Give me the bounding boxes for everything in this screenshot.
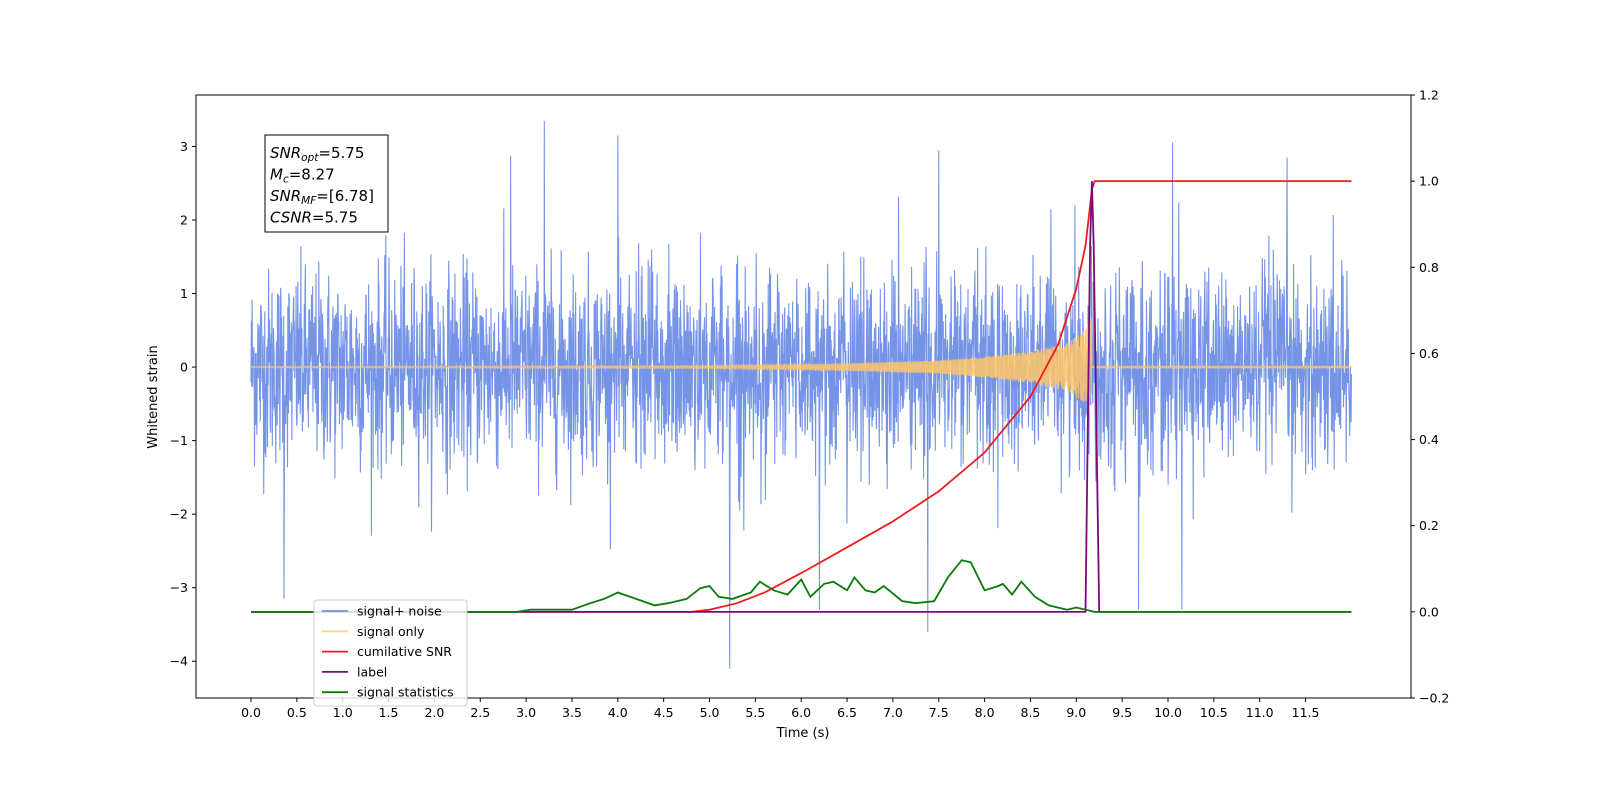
x-tick-label: 2.0 — [424, 705, 444, 720]
x-tick-label: 3.5 — [562, 705, 582, 720]
x-tick-label: 0.5 — [287, 705, 307, 720]
x-tick-label: 0.0 — [241, 705, 261, 720]
x-tick-label: 8.5 — [1021, 705, 1041, 720]
legend-label: signal+ noise — [357, 604, 442, 619]
x-tick-label: 11.5 — [1292, 705, 1320, 720]
x-tick-label: 2.5 — [470, 705, 490, 720]
y-left-tick-label: −1 — [170, 433, 188, 448]
x-tick-label: 3.0 — [516, 705, 536, 720]
y-left-tick-label: 3 — [180, 139, 188, 154]
x-tick-label: 7.0 — [883, 705, 903, 720]
y-right-tick-label: 0.6 — [1419, 346, 1439, 361]
legend-label: cumilative SNR — [357, 644, 452, 659]
plot-frame — [195, 94, 1412, 699]
legend-label: signal statistics — [357, 685, 454, 700]
annotation-line: CSNR=5.75 — [270, 209, 358, 227]
x-tick-label: 9.0 — [1066, 705, 1086, 720]
legend: signal+ noise signal only cumilative SNR la… — [313, 599, 468, 707]
y-right-tick-label: 0.0 — [1419, 604, 1439, 619]
x-tick-label: 8.0 — [975, 705, 995, 720]
x-tick-label: 10.5 — [1200, 705, 1228, 720]
x-tick-label: 4.5 — [654, 705, 674, 720]
x-tick-label: 6.0 — [791, 705, 811, 720]
y-axis-right: 1.2 1.0 0.8 0.6 0.4 0.2 0.0 −0.2 — [1411, 88, 1449, 706]
y-left-tick-label: 0 — [180, 360, 188, 375]
x-tick-label: 6.5 — [837, 705, 857, 720]
y-right-tick-label: 0.8 — [1419, 260, 1439, 275]
legend-label: label — [357, 664, 387, 679]
x-axis-label: Time (s) — [776, 726, 830, 741]
y-right-tick-label: 1.0 — [1419, 174, 1439, 189]
legend-label: signal only — [357, 624, 425, 639]
x-tick-label: 5.5 — [745, 705, 765, 720]
annotation-line: SNRopt=5.75 — [270, 144, 364, 164]
annotation-box-frame — [264, 134, 389, 233]
y-left-tick-label: −2 — [170, 507, 188, 522]
x-tick-label: 1.0 — [333, 705, 353, 720]
annotation-line: Mc=8.27 — [270, 166, 335, 186]
y-right-tick-label: 0.4 — [1419, 432, 1439, 447]
annotation-line: SNRMF=[6.78] — [270, 187, 374, 207]
y-right-tick-label: 0.2 — [1419, 518, 1439, 533]
series-signal-noise — [250, 120, 1352, 669]
series-cumilative-snr — [251, 180, 1352, 613]
y-right-tick-label: 1.2 — [1419, 88, 1439, 103]
x-axis: 0.0 0.5 1.0 1.5 2.0 2.5 3.0 3.5 4.0 4.5 5.0 5.5 6.0 6… — [241, 698, 1319, 720]
x-tick-label: 1.5 — [379, 705, 399, 720]
y-left-tick-label: −3 — [170, 580, 188, 595]
legend-frame — [313, 599, 468, 707]
y-left-tick-label: 1 — [180, 286, 188, 301]
x-tick-label: 9.5 — [1112, 705, 1132, 720]
x-tick-label: 11.0 — [1246, 705, 1274, 720]
y-axis-label: Whitened strain — [146, 345, 161, 448]
x-tick-label: 10.0 — [1154, 705, 1182, 720]
series-signal-only — [250, 317, 1352, 413]
plot-area — [250, 120, 1352, 669]
x-tick-label: 5.0 — [700, 705, 720, 720]
y-axis-left: 3 2 1 0 −1 −2 −3 −4 — [170, 139, 196, 669]
y-right-tick-label: −0.2 — [1419, 691, 1449, 706]
series-signal-statistics — [251, 559, 1352, 613]
x-tick-label: 7.5 — [929, 705, 949, 720]
x-tick-label: 4.0 — [608, 705, 628, 720]
y-left-tick-label: 2 — [180, 213, 188, 228]
y-left-tick-label: −4 — [170, 654, 188, 669]
